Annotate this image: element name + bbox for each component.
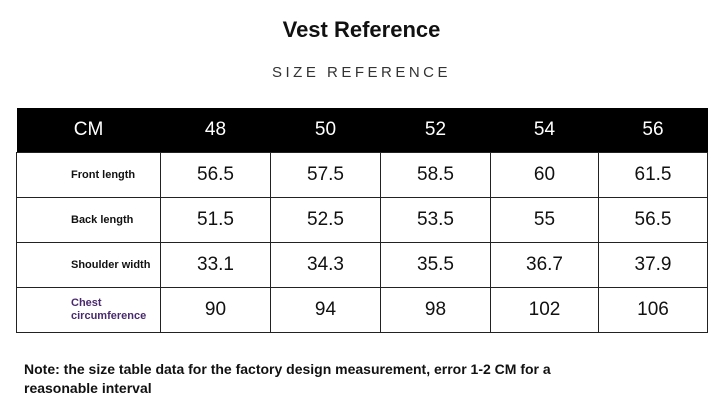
column-header: 50 bbox=[270, 108, 381, 153]
cell: 56.5 bbox=[160, 152, 271, 198]
cell: 58.5 bbox=[380, 152, 491, 198]
cell: 35.5 bbox=[380, 242, 491, 288]
table-row: Front length 56.5 57.5 58.5 60 61.5 bbox=[16, 152, 708, 198]
cell: 98 bbox=[380, 287, 491, 333]
cell: 34.3 bbox=[270, 242, 381, 288]
title: Vest Reference bbox=[282, 17, 441, 42]
cell: 94 bbox=[270, 287, 381, 333]
cell: 55 bbox=[490, 197, 599, 243]
row-label: Back length bbox=[16, 197, 161, 243]
cell: 36.7 bbox=[490, 242, 599, 288]
cell: 53.5 bbox=[380, 197, 491, 243]
column-header: 52 bbox=[380, 108, 491, 153]
table-row: Chest circumference 90 94 98 102 106 bbox=[16, 287, 708, 333]
note: Note: the size table data for the factor… bbox=[24, 361, 551, 396]
column-header: CM bbox=[16, 108, 161, 153]
cell: 90 bbox=[160, 287, 271, 333]
row-label: Shoulder width bbox=[16, 242, 161, 288]
table-body: Front length 56.5 57.5 58.5 60 61.5 Back lengt… bbox=[16, 152, 708, 333]
cell: 61.5 bbox=[598, 152, 708, 198]
size-table: CM 48 50 52 54 56 Front length 56.5 57.5 58.5 60 6… bbox=[16, 108, 708, 333]
column-header: 54 bbox=[490, 108, 599, 153]
row-label: Chest circumference bbox=[16, 287, 161, 333]
cell: 60 bbox=[490, 152, 599, 198]
cell: 106 bbox=[598, 287, 708, 333]
cell: 52.5 bbox=[270, 197, 381, 243]
table-row: Back length 51.5 52.5 53.5 55 56.5 bbox=[16, 197, 708, 243]
cell: 56.5 bbox=[598, 197, 708, 243]
cell: 33.1 bbox=[160, 242, 271, 288]
cell: 51.5 bbox=[160, 197, 271, 243]
row-label: Front length bbox=[16, 152, 161, 198]
table-row: Shoulder width 33.1 34.3 35.5 36.7 37.9 bbox=[16, 242, 708, 288]
cell: 102 bbox=[490, 287, 599, 333]
header-row: CM 48 50 52 54 56 bbox=[16, 108, 708, 153]
subtitle: SIZE REFERENCE bbox=[271, 64, 452, 81]
column-header: 56 bbox=[598, 108, 708, 153]
cell: 57.5 bbox=[270, 152, 381, 198]
column-header: 48 bbox=[160, 108, 271, 153]
cell: 37.9 bbox=[598, 242, 708, 288]
